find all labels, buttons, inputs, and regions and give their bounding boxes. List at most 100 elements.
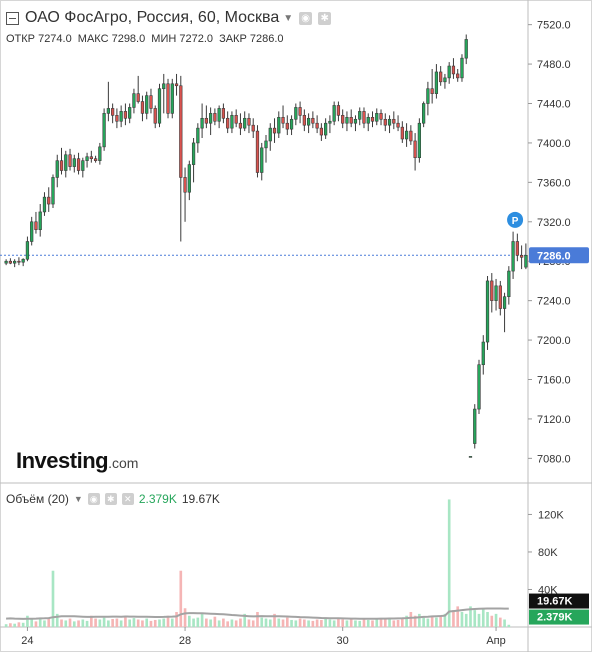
candle-up <box>191 142 196 165</box>
volume-average-line <box>6 607 509 620</box>
price-tick-label: 7160.0 <box>537 375 571 387</box>
collapse-icon[interactable] <box>6 11 19 25</box>
time-tick-label: Апр <box>486 635 505 647</box>
volume-bar <box>392 620 396 627</box>
gear-icon[interactable]: ✱ <box>104 493 117 505</box>
volume-bar <box>51 570 55 627</box>
candle-up <box>243 117 247 129</box>
candle-down <box>362 111 366 124</box>
gear-icon[interactable]: ✱ <box>318 11 332 25</box>
candle-up <box>51 177 55 205</box>
close-icon[interactable]: ✕ <box>121 493 134 505</box>
volume-bar <box>149 620 153 627</box>
price-tick-label: 7400.0 <box>537 138 571 150</box>
volume-bar <box>183 608 187 627</box>
candle-up <box>38 211 42 230</box>
volume-bar <box>349 619 353 627</box>
volume-bar <box>426 618 430 627</box>
candle-up <box>328 120 332 124</box>
eye-icon[interactable]: ◉ <box>87 493 100 505</box>
volume-avg-badge-label: 19.67K <box>537 596 573 608</box>
candle-down <box>319 127 324 136</box>
candle-down <box>272 127 277 134</box>
volume-bar <box>81 619 85 627</box>
volume-bar <box>337 618 340 627</box>
candle-up <box>230 115 234 129</box>
volume-bar <box>243 613 247 627</box>
logo-name: Investing <box>16 448 109 473</box>
candle-up <box>294 107 298 120</box>
candle-down <box>370 117 375 122</box>
candle-up <box>217 108 221 122</box>
time-tick-label: 30 <box>337 635 349 647</box>
chevron-down-icon[interactable]: ▼ <box>73 494 83 504</box>
volume-header: Объём (20) ▼ ◉ ✱ ✕ 2.379K 19.67K <box>6 492 220 506</box>
volume-bar <box>405 615 408 627</box>
candle-down <box>238 122 243 129</box>
volume-avg-value: 19.67K <box>181 492 220 506</box>
candle-down <box>383 118 387 126</box>
volume-bar <box>315 619 319 627</box>
candle-up <box>200 117 204 129</box>
volume-bar <box>443 613 447 627</box>
candle-down <box>400 126 404 140</box>
time-tick-label: 24 <box>21 635 33 647</box>
candle-down <box>59 160 64 171</box>
candle-down <box>47 196 51 205</box>
candle-down <box>226 117 230 129</box>
volume-avg-badge <box>529 593 589 609</box>
volume-bar <box>34 621 38 627</box>
volume-bar <box>503 619 506 627</box>
candle-down <box>174 83 179 87</box>
candle-up <box>464 39 468 59</box>
volume-bar <box>383 619 387 627</box>
candle-up <box>25 241 30 260</box>
candle-down <box>341 115 345 124</box>
time-tick-label: 28 <box>179 635 191 647</box>
candle-up <box>145 95 149 114</box>
volume-bar <box>217 620 221 627</box>
candle-down <box>247 117 251 126</box>
volume-bar <box>209 619 212 627</box>
candle-up <box>481 341 485 366</box>
logo-suffix: .com <box>108 455 139 471</box>
candle-up <box>404 130 409 140</box>
candle-down <box>519 255 524 258</box>
volume-bar <box>192 618 195 627</box>
volume-bar <box>30 619 34 627</box>
eye-icon[interactable]: ◉ <box>299 11 313 25</box>
volume-bar <box>498 617 502 627</box>
candle-down <box>336 105 341 116</box>
volume-bar <box>213 616 217 627</box>
volume-bar <box>366 619 370 627</box>
volume-bar <box>447 499 451 627</box>
chart-header: ОАО ФосАгро, Россия, 60, Москва ▼ ◉ ✱ <box>6 9 332 27</box>
volume-bar <box>136 619 140 627</box>
candle-down <box>179 85 183 178</box>
candle-up <box>434 71 439 94</box>
volume-bar <box>175 611 178 627</box>
chevron-down-icon[interactable]: ▼ <box>283 12 294 24</box>
volume-bar <box>200 613 204 627</box>
volume-bar <box>294 620 298 627</box>
volume-bar <box>119 620 123 627</box>
volume-bar <box>430 615 434 627</box>
volume-bar <box>290 619 293 627</box>
volume-bar <box>486 611 489 627</box>
candle-up <box>98 146 102 161</box>
volume-bar <box>464 613 468 627</box>
candle-up <box>208 113 213 124</box>
price-tick-label: 7360.0 <box>537 177 571 189</box>
volume-bar <box>332 620 336 627</box>
candle-up <box>106 108 110 114</box>
volume-bar <box>298 618 302 627</box>
candle-down <box>234 115 238 124</box>
ohlc-readout: ОТКР 7274.0 МАКС 7298.0 МИН 7272.0 ЗАКР … <box>6 33 287 45</box>
candle-down <box>136 93 140 102</box>
volume-bar <box>158 619 161 627</box>
volume-bar <box>435 617 438 627</box>
volume-bar <box>98 619 102 627</box>
candle-down <box>76 158 81 171</box>
volume-bar <box>452 610 455 627</box>
